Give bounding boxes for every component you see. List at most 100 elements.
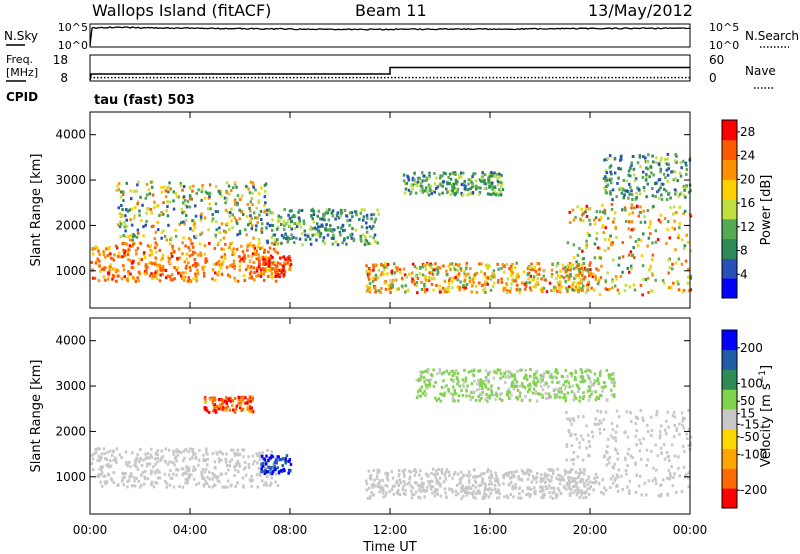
heatmap-cell: [687, 476, 690, 480]
heatmap-cell: [148, 253, 152, 257]
heatmap-cell: [476, 491, 479, 495]
heatmap-cell: [467, 485, 471, 489]
heatmap-cell: [420, 280, 423, 284]
heatmap-cell: [632, 167, 636, 171]
heatmap-cell: [585, 239, 588, 243]
heatmap-cell: [170, 254, 174, 258]
heatmap-cell: [117, 206, 120, 210]
heatmap-cell: [259, 275, 263, 278]
heatmap-cell: [159, 266, 162, 270]
heatmap-cell: [154, 230, 158, 234]
heatmap-cell: [496, 178, 499, 182]
colorbar-segment: [722, 349, 737, 370]
heatmap-cell: [559, 474, 562, 478]
heatmap-cell: [577, 285, 581, 289]
heatmap-cell: [427, 479, 430, 483]
heatmap-cell: [621, 208, 624, 212]
heatmap-cell: [578, 270, 582, 274]
heatmap-cell: [231, 226, 234, 230]
heatmap-cell: [438, 176, 442, 180]
heatmap-cell: [244, 396, 247, 400]
heatmap-cell: [199, 214, 203, 218]
heatmap-cell: [159, 459, 162, 462]
heatmap-cell: [433, 494, 437, 498]
heatmap-cell: [288, 267, 292, 270]
heatmap-cell: [667, 425, 670, 429]
heatmap-cell: [135, 249, 138, 253]
heatmap-cell: [614, 477, 617, 481]
heatmap-cell: [260, 230, 264, 234]
heatmap-cell: [325, 208, 329, 212]
heatmap-cell: [91, 247, 94, 251]
heatmap-cell: [631, 253, 635, 257]
heatmap-cell: [184, 266, 188, 270]
heatmap-cell: [638, 449, 642, 453]
heatmap-cell: [268, 259, 271, 262]
heatmap-cell: [263, 458, 266, 462]
heatmap-cell: [419, 378, 423, 382]
heatmap-cell: [428, 382, 431, 385]
heatmap-cell: [390, 282, 394, 286]
heatmap-cell: [644, 156, 647, 160]
heatmap-cell: [515, 287, 519, 291]
heatmap-cell: [225, 396, 228, 400]
heatmap-cell: [440, 471, 444, 475]
heatmap-cell: [251, 478, 254, 482]
heatmap-cell: [257, 265, 261, 269]
heatmap-cell: [469, 187, 472, 191]
colorbar-tick-label: 50: [740, 394, 755, 408]
colorbar-segment: [722, 159, 737, 180]
heatmap-cell: [639, 474, 642, 478]
heatmap-cell: [271, 218, 274, 222]
heatmap-cell: [160, 265, 163, 269]
heatmap-cell: [375, 263, 378, 267]
heatmap-cell: [677, 466, 680, 470]
heatmap-cell: [447, 387, 450, 391]
heatmap-cell: [130, 207, 133, 211]
heatmap-cell: [536, 272, 539, 276]
heatmap-cell: [484, 280, 487, 284]
heatmap-cell: [395, 287, 399, 291]
heatmap-cell: [290, 237, 293, 240]
heatmap-cell: [454, 493, 458, 497]
heatmap-cell: [596, 246, 600, 250]
heatmap-cell: [460, 496, 463, 500]
heatmap-cell: [613, 447, 617, 451]
y-tick-label: 1000: [55, 264, 86, 278]
heatmap-cell: [606, 458, 610, 462]
heatmap-cell: [587, 440, 591, 444]
heatmap-cell: [540, 489, 544, 493]
heatmap-cell: [98, 467, 101, 471]
heatmap-cell: [214, 271, 217, 275]
heatmap-cell: [192, 250, 195, 254]
heatmap-cell: [528, 387, 531, 391]
heatmap-cell: [159, 273, 162, 277]
heatmap-cell: [641, 264, 645, 268]
heatmap-cell: [584, 210, 587, 214]
heatmap-cell: [628, 182, 631, 186]
heatmap-cell: [514, 382, 517, 386]
heatmap-cell: [468, 470, 471, 474]
heatmap-cell: [203, 216, 207, 220]
heatmap-cell: [672, 410, 676, 414]
heatmap-cell: [283, 469, 286, 473]
heatmap-cell: [586, 482, 590, 486]
heatmap-cell: [565, 274, 569, 278]
heatmap-cell: [539, 392, 542, 396]
heatmap-cell: [594, 472, 598, 476]
heatmap-cell: [652, 466, 655, 470]
heatmap-cell: [246, 215, 249, 219]
heatmap-cell: [392, 492, 396, 496]
x-tick-label: 00:00: [73, 523, 108, 537]
heatmap-cell: [220, 272, 224, 276]
heatmap-cell: [448, 282, 451, 286]
heatmap-cell: [152, 485, 156, 489]
heatmap-cell: [557, 473, 560, 477]
heatmap-cell: [310, 214, 313, 218]
heatmap-cell: [218, 398, 221, 401]
heatmap-cell: [225, 198, 228, 202]
colorbar-segment: [722, 468, 737, 489]
heatmap-cell: [132, 476, 136, 480]
heatmap-cell: [475, 271, 479, 275]
heatmap-cell: [564, 270, 567, 274]
